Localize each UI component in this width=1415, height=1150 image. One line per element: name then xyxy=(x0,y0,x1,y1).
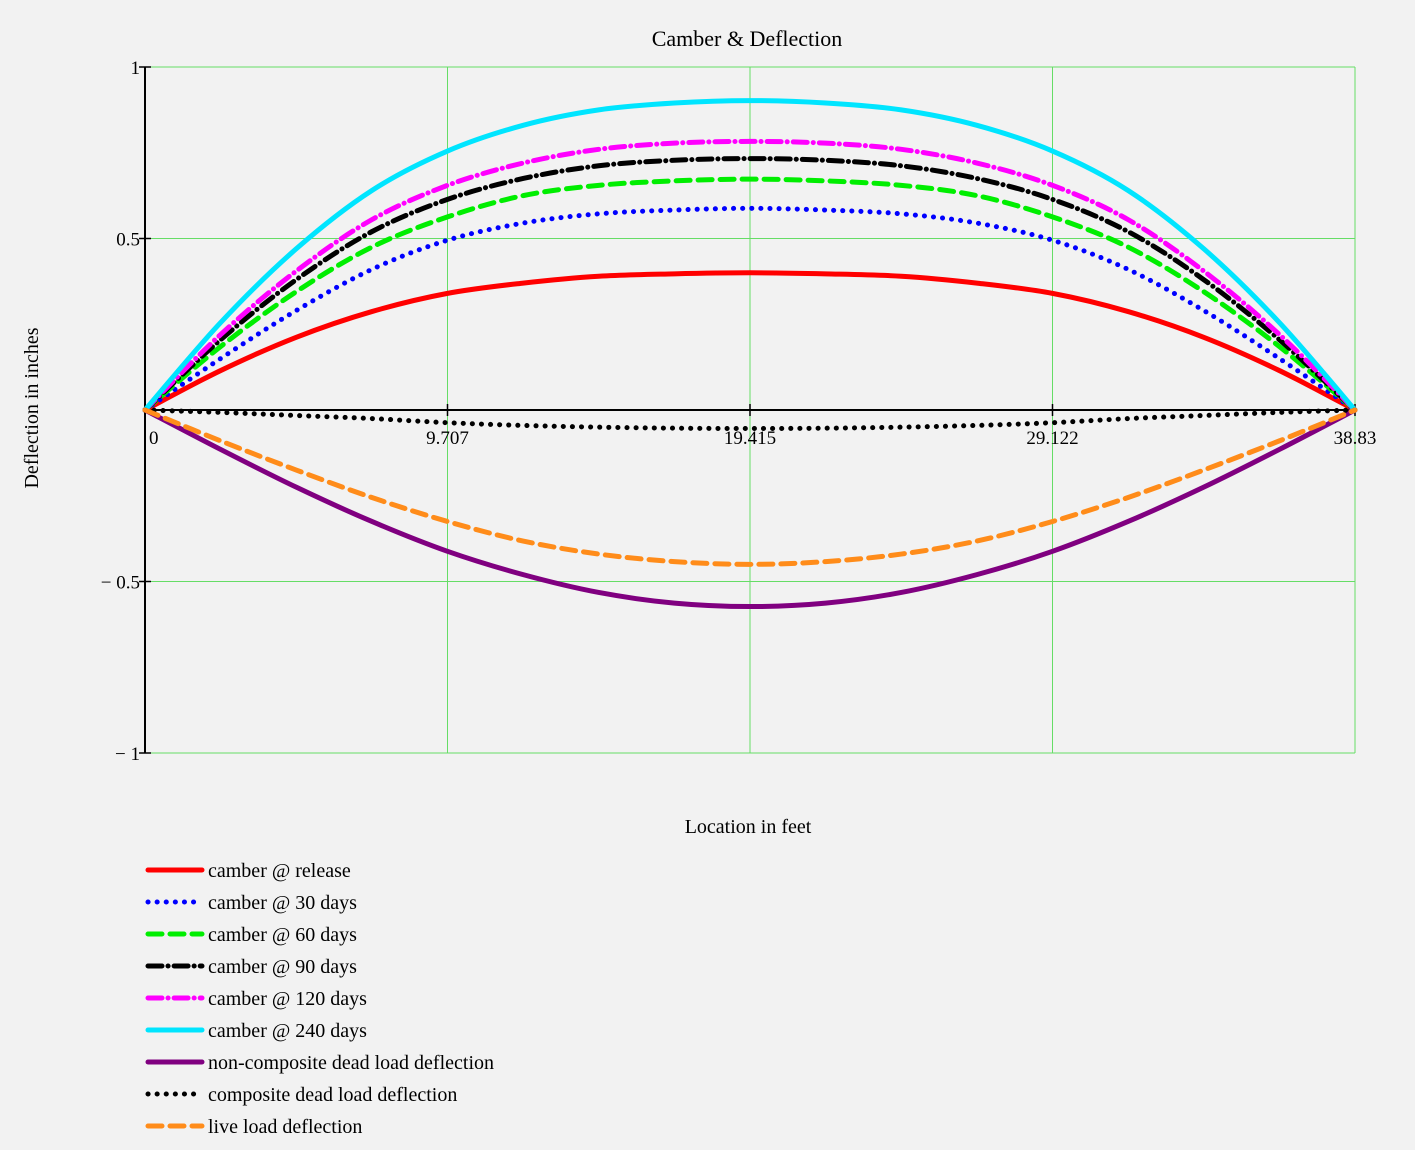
y-tick-label: − 0.5 xyxy=(101,573,140,594)
legend-label: composite dead load deflection xyxy=(208,1084,457,1106)
series-lines xyxy=(142,98,1358,610)
series-line xyxy=(142,407,1358,610)
series-line xyxy=(142,138,1358,413)
series-line xyxy=(142,98,1358,413)
y-axis-label: Deflection in inches xyxy=(21,327,43,488)
x-tick-label: 19.415 xyxy=(724,428,776,449)
series-line xyxy=(142,156,1358,413)
legend-label: camber @ 30 days xyxy=(208,892,357,914)
y-tick-label: 0.5 xyxy=(116,230,140,251)
legend-label: non-composite dead load deflection xyxy=(208,1052,494,1074)
series-line xyxy=(142,205,1358,413)
series-line xyxy=(142,270,1358,413)
legend-label: camber @ 240 days xyxy=(208,1020,367,1042)
legend: camber @ release camber @ 30 days camber @… xyxy=(145,860,494,1138)
series-line xyxy=(142,176,1358,413)
y-tick-label: 1 xyxy=(131,58,141,79)
tick-labels: 0 9.707 19.415 29.122 38.83 1 0.5 − 0.5 − 1 xyxy=(101,58,1377,765)
chart-title: Camber & Deflection xyxy=(652,26,843,51)
legend-label: camber @ 60 days xyxy=(208,924,357,946)
x-tick-label: 38.83 xyxy=(1334,428,1377,449)
x-axis-label: Location in feet xyxy=(685,816,812,838)
legend-label: camber @ release xyxy=(208,860,351,882)
x-tick-label: 9.707 xyxy=(426,428,469,449)
legend-label: camber @ 120 days xyxy=(208,988,367,1010)
x-tick-label: 29.122 xyxy=(1026,428,1078,449)
legend-label: live load deflection xyxy=(208,1116,362,1138)
series-line xyxy=(142,407,1358,567)
x-tick-label: 0 xyxy=(149,428,159,449)
y-tick-label: − 1 xyxy=(115,744,140,765)
legend-label: camber @ 90 days xyxy=(208,956,357,978)
